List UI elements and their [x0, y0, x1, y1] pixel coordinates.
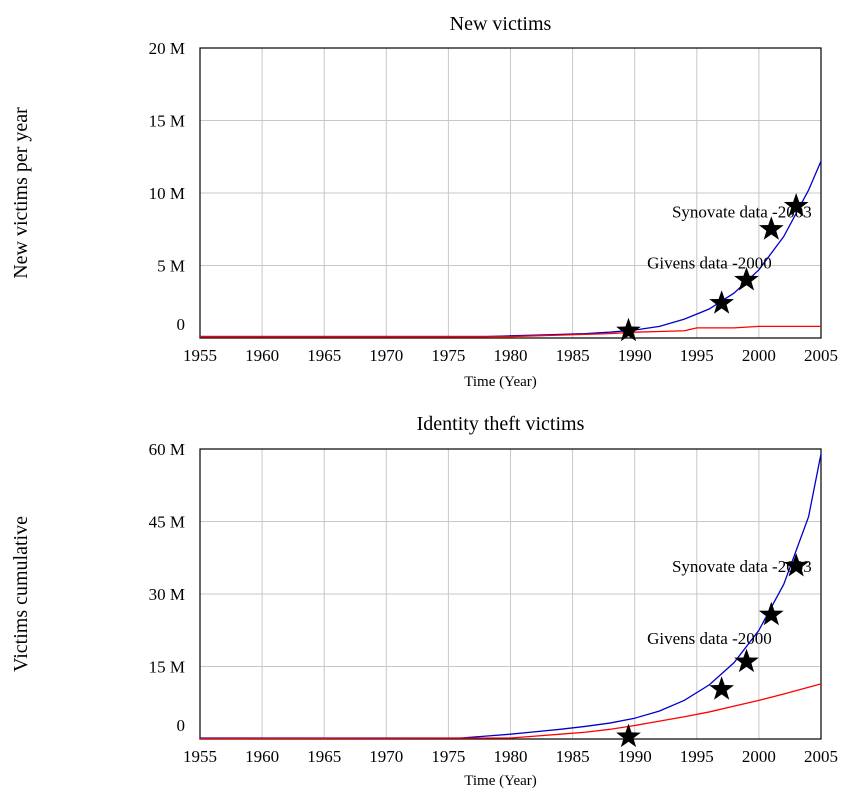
x-tick-label: 1985 — [556, 346, 590, 365]
y-tick-label: 30 M — [149, 585, 185, 604]
x-tick-label: 1955 — [183, 747, 217, 766]
x-tick-label: 1995 — [680, 747, 714, 766]
x-tick-label: 1965 — [307, 747, 341, 766]
x-tick-label: 1990 — [618, 747, 652, 766]
data-star-marker — [616, 317, 641, 342]
data-star-marker — [709, 290, 734, 314]
y-tick-label: 0 — [177, 315, 186, 334]
data-star-marker — [734, 648, 759, 673]
x-tick-label: 1960 — [245, 747, 279, 766]
x-tick-label: 1985 — [556, 747, 590, 766]
y-tick-label: 5 M — [157, 257, 185, 276]
x-tick-label: 2000 — [742, 346, 776, 365]
x-tick-label: 2005 — [804, 747, 838, 766]
plot-frame — [199, 47, 822, 339]
y-tick-label: 20 M — [149, 39, 185, 58]
x-tick-label: 1980 — [494, 346, 528, 365]
x-tick-label: 1990 — [618, 346, 652, 365]
x-tick-label: 1965 — [307, 346, 341, 365]
data-star-marker — [783, 193, 809, 217]
data-star-marker — [616, 723, 641, 748]
y-tick-label: 15 M — [149, 112, 185, 131]
data-star-marker — [758, 601, 784, 626]
annotation-label: Synovate data -2003 — [672, 203, 812, 222]
y-axis-label: New victims per year — [10, 107, 32, 279]
x-axis-label: Time (Year) — [464, 773, 537, 788]
y-tick-label: 45 M — [149, 513, 185, 532]
plot-frame — [199, 448, 822, 740]
x-tick-label: 1970 — [369, 346, 403, 365]
series-line-2 — [199, 683, 822, 740]
chart-title: New victims — [450, 13, 552, 35]
annotation-label: Synovate data -2003 — [672, 557, 812, 576]
annotation-label: Givens data -2000 — [647, 629, 772, 648]
x-tick-label: 1980 — [494, 747, 528, 766]
series-line-1 — [200, 160, 822, 338]
x-tick-label: 2000 — [742, 747, 776, 766]
data-star-marker — [709, 676, 734, 700]
y-tick-label: 10 M — [149, 184, 185, 203]
data-star-marker — [758, 216, 784, 240]
x-tick-label: 1975 — [431, 747, 465, 766]
series-line-2 — [200, 325, 821, 338]
x-tick-label: 1955 — [183, 346, 217, 365]
y-axis-label: Victims cumulative — [10, 516, 32, 672]
x-tick-label: 2005 — [804, 346, 838, 365]
data-star-marker — [783, 552, 809, 577]
chart-title: Identity theft victims — [417, 413, 585, 435]
x-tick-label: 1970 — [369, 747, 403, 766]
chart-1: New victims New victims per year 1955 1960 1… — [10, 13, 838, 390]
y-tick-label: 0 — [177, 716, 186, 735]
x-axis-label: Time (Year) — [464, 374, 537, 390]
x-tick-label: 1975 — [431, 346, 465, 365]
chart-2: Identity theft victims Victims cumulative… — [10, 413, 838, 788]
data-star-marker — [734, 267, 759, 291]
y-tick-label: 60 M — [149, 440, 185, 459]
x-tick-label: 1960 — [245, 346, 279, 365]
y-tick-label: 15 M — [149, 658, 185, 677]
x-tick-label: 1995 — [680, 346, 714, 365]
annotation-label: Givens data -2000 — [647, 253, 772, 272]
